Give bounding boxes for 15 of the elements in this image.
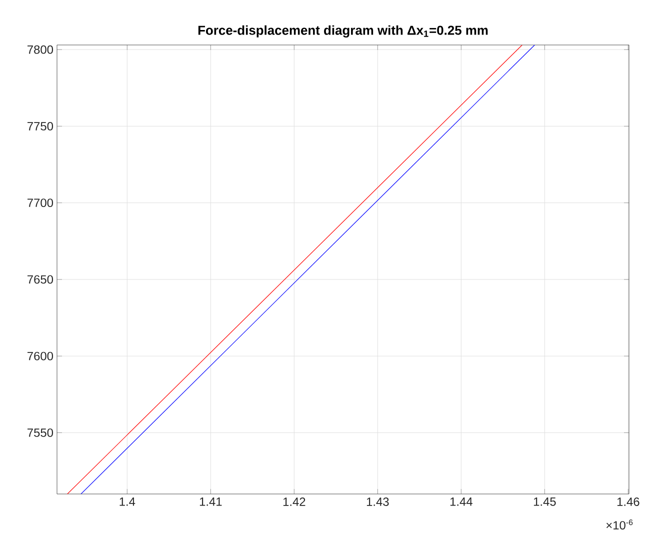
- y-tick-label: 7650: [28, 275, 54, 284]
- x-tick-label: 1.43: [366, 498, 389, 506]
- x-tick-label: 1.44: [450, 498, 472, 506]
- x-tick-label: 1.42: [283, 498, 306, 506]
- y-tick-label: 7550: [28, 428, 54, 437]
- text: ×10$^{-6}$: [606, 520, 633, 530]
- x-tick-label: 1.45: [534, 498, 556, 506]
- y-tick-label: 7800: [28, 45, 54, 54]
- y-tick-label: 7600: [28, 352, 54, 360]
- y-tick-label: 7700: [28, 198, 54, 208]
- x-tick-label: 1.46: [617, 498, 640, 506]
- x-tick-label: 1.4: [120, 498, 136, 506]
- x-tick-label: 1.41: [200, 498, 222, 506]
- chart-title: Force-displacement diagram with Δx$_{1}$=0.25 mm: [198, 25, 488, 38]
- y-tick-label: 7750: [28, 122, 54, 130]
